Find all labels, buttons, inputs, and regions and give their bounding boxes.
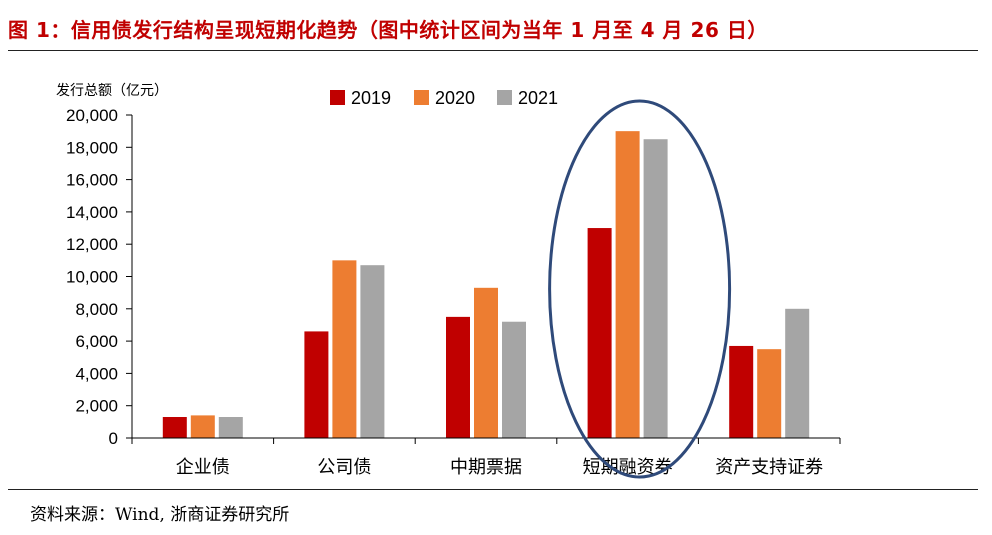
highlight-ellipse (548, 99, 732, 479)
y-tick-label: 8,000 (75, 300, 118, 319)
bar-2020-4 (757, 349, 782, 438)
bar-2019-0 (162, 417, 187, 438)
top-rule (8, 50, 978, 51)
bar-2019-3 (587, 228, 612, 438)
bar-2019-2 (446, 316, 470, 438)
y-axis-label: 发行总额（亿元） (56, 83, 168, 99)
legend-label-2019: 2019 (351, 88, 391, 108)
y-tick-label: 0 (109, 429, 118, 448)
bottom-rule (8, 489, 978, 490)
bar-2019-1 (304, 331, 329, 438)
legend-label-2021: 2021 (518, 88, 558, 108)
bar-2020-2 (474, 287, 498, 438)
y-tick-label: 14,000 (66, 203, 118, 222)
bar-2021-0 (218, 417, 243, 438)
legend-swatch-2019 (330, 90, 345, 105)
y-tick-label: 2,000 (75, 397, 118, 416)
y-tick-label: 20,000 (66, 106, 118, 125)
bar-2021-4 (785, 308, 810, 438)
bar-2020-0 (190, 415, 215, 438)
legend: 2019 2020 2021 (330, 88, 558, 108)
legend-swatch-2020 (414, 90, 429, 105)
bar-chart: 0 2,000 4,000 6,000 8,000 10,000 12,000 14,000 1… (56, 83, 841, 479)
x-axis: 企业债 公司债 中期票据 短期融资券 资产支持证券 (131, 437, 841, 478)
y-tick-label: 12,000 (66, 235, 118, 254)
bar-2019-4 (729, 345, 754, 438)
bars (162, 131, 810, 438)
bar-2021-3 (643, 139, 668, 438)
y-tick-label: 6,000 (75, 332, 118, 351)
y-tick-label: 10,000 (66, 268, 118, 287)
y-tick-label: 4,000 (75, 364, 118, 383)
legend-label-2020: 2020 (435, 88, 475, 108)
y-tick-label: 16,000 (66, 171, 118, 190)
x-category-label: 公司债 (317, 457, 371, 478)
bar-2021-1 (360, 265, 385, 438)
x-category-label: 中期票据 (450, 457, 522, 478)
bar-2020-1 (332, 260, 357, 438)
y-axis: 0 2,000 4,000 6,000 8,000 10,000 12,000 14,000 1… (66, 106, 133, 448)
x-category-label: 资产支持证券 (715, 457, 823, 478)
x-category-label: 企业债 (176, 457, 230, 478)
bar-2021-2 (502, 321, 526, 438)
y-tick-label: 18,000 (66, 138, 118, 157)
bar-2020-3 (615, 131, 640, 438)
legend-swatch-2021 (497, 90, 512, 105)
source-note: 资料来源：Wind, 浙商证券研究所 (30, 505, 290, 525)
figure-title: 图 1：信用债发行结构呈现短期化趋势（图中统计区间为当年 1 月至 4 月 26… (8, 18, 768, 42)
